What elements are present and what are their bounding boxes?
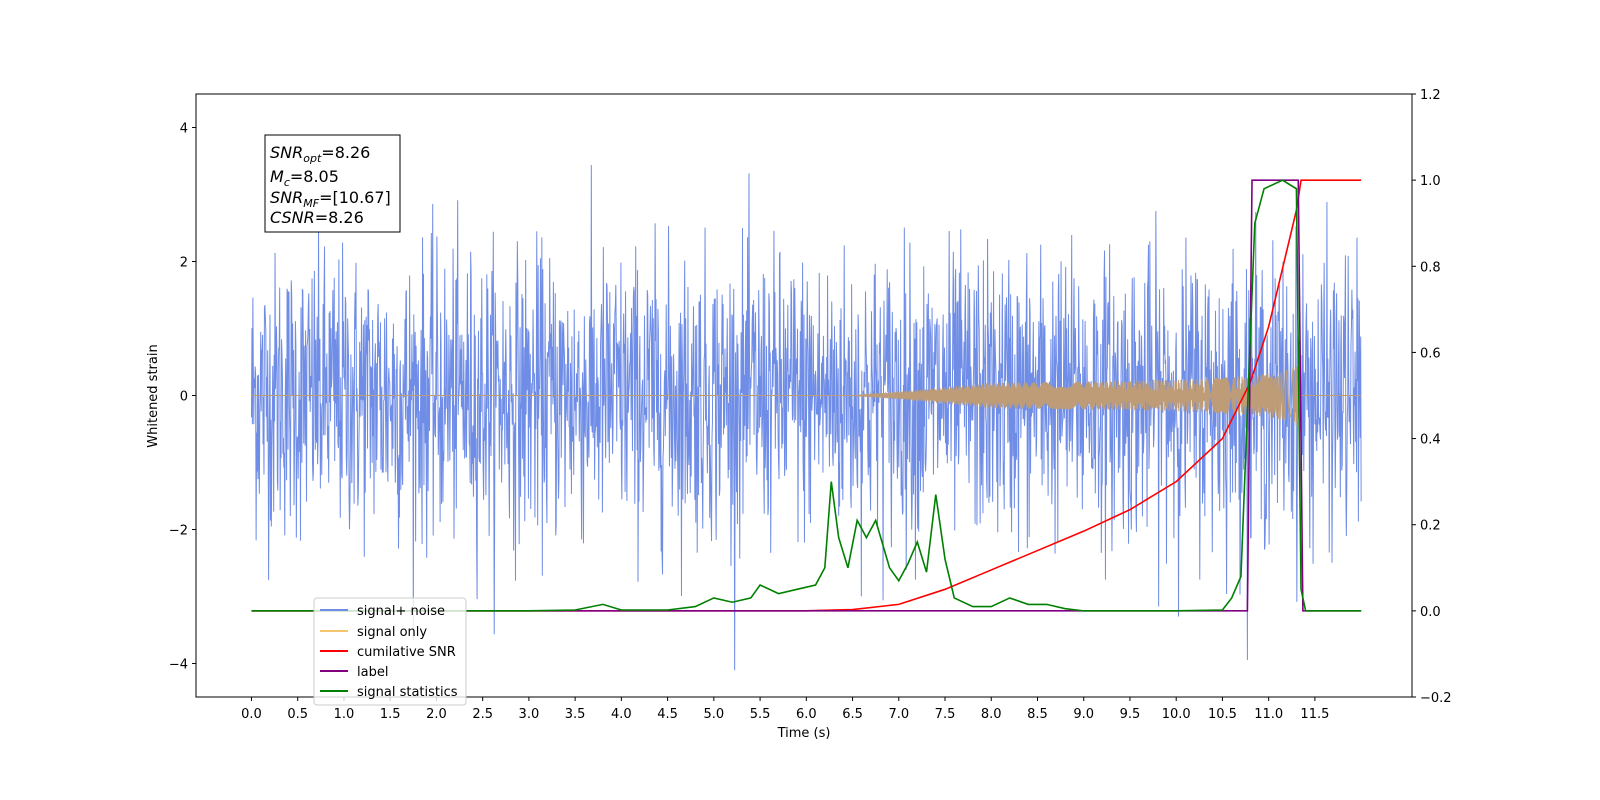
- annotation-box: SNRopt=8.26 Mc=8.05 SNRMF=[10.67] CSNR=8…: [264, 134, 401, 233]
- y-right-tick-label: 0.2: [1420, 519, 1441, 534]
- x-tick-label: 4.5: [657, 707, 678, 722]
- annotation-snr-mf: SNRMF=[10.67]: [270, 188, 391, 210]
- x-tick-label: 2.0: [426, 707, 447, 722]
- annotation-box-frame: [264, 134, 401, 233]
- legend-label-cumulative-snr: cumilative SNR: [357, 645, 456, 660]
- series-signal-only: [251, 364, 1362, 432]
- x-tick-label: 1.0: [334, 707, 355, 722]
- y-left-tick-label: −2: [169, 524, 188, 539]
- x-tick-label: 7.5: [935, 707, 956, 722]
- x-tick-label: 8.5: [1027, 707, 1048, 722]
- x-tick-label: 10.0: [1162, 707, 1191, 722]
- annotation-csnr: CSNR=8.26: [270, 208, 364, 227]
- x-tick-label: 10.5: [1208, 707, 1237, 722]
- series-cumulative-snr: [251, 179, 1362, 612]
- series-signal-statistics: [251, 179, 1362, 612]
- plot-area: [250, 165, 1362, 671]
- y-right-tick-label: 1.0: [1420, 174, 1441, 189]
- x-tick-label: 2.5: [472, 707, 493, 722]
- legend-label-label: label: [357, 665, 388, 680]
- y-right-tick-label: 0.4: [1420, 433, 1441, 448]
- x-tick-label: 3.5: [565, 707, 586, 722]
- x-tick-label: 3.0: [519, 707, 540, 722]
- y-left-tick-label: 0: [180, 390, 188, 405]
- y-axis-right: 1.2 1.0 0.8 0.6 0.4 0.2 0.0 −0.2: [1412, 88, 1452, 706]
- y-left-tick-label: 2: [180, 256, 188, 271]
- x-tick-label: 9.5: [1120, 707, 1141, 722]
- x-tick-label: 0.0: [241, 707, 262, 722]
- x-tick-label: 0.5: [287, 707, 308, 722]
- x-tick-label: 9.0: [1073, 707, 1094, 722]
- x-tick-label: 5.5: [750, 707, 771, 722]
- y-left-tick-label: −4: [169, 658, 188, 673]
- legend-label-signal-statistics: signal statistics: [357, 685, 458, 700]
- y-left-tick-label: 4: [180, 122, 188, 137]
- x-tick-label: 4.0: [611, 707, 632, 722]
- x-tick-label: 5.0: [703, 707, 724, 722]
- y-right-tick-label: −0.2: [1420, 691, 1452, 706]
- legend: signal+ noise signal only cumilative SNR…: [313, 597, 467, 706]
- annotation-snr-opt: SNRopt=8.26: [270, 143, 370, 165]
- x-tick-label: 7.0: [888, 707, 909, 722]
- legend-frame: [313, 597, 467, 706]
- x-tick-label: 6.0: [796, 707, 817, 722]
- y-right-tick-label: 0.0: [1420, 605, 1441, 620]
- series-signal-noise: [250, 165, 1362, 671]
- x-axis: 0.0 0.5 1.0 1.5 2.0 2.5 3.0 3.5 4.0 4.5 5.0 5.5 6.0 6…: [241, 697, 1329, 722]
- x-tick-label: 8.0: [981, 707, 1002, 722]
- legend-label-signal-noise: signal+ noise: [357, 604, 445, 619]
- x-tick-label: 11.5: [1300, 707, 1329, 722]
- legend-label-signal-only: signal only: [357, 625, 427, 640]
- annotation-mc: Mc=8.05: [270, 167, 339, 189]
- x-tick-label: 11.0: [1254, 707, 1283, 722]
- y-right-tick-label: 0.6: [1420, 346, 1441, 361]
- x-axis-label: Time (s): [777, 726, 831, 741]
- y-axis-left: 4 2 0 −2 −4: [169, 122, 196, 673]
- y-axis-label: Whitened strain: [146, 344, 161, 447]
- x-tick-label: 1.5: [380, 707, 401, 722]
- y-right-tick-label: 1.2: [1420, 88, 1441, 103]
- y-right-tick-label: 0.8: [1420, 260, 1441, 275]
- x-tick-label: 6.5: [842, 707, 863, 722]
